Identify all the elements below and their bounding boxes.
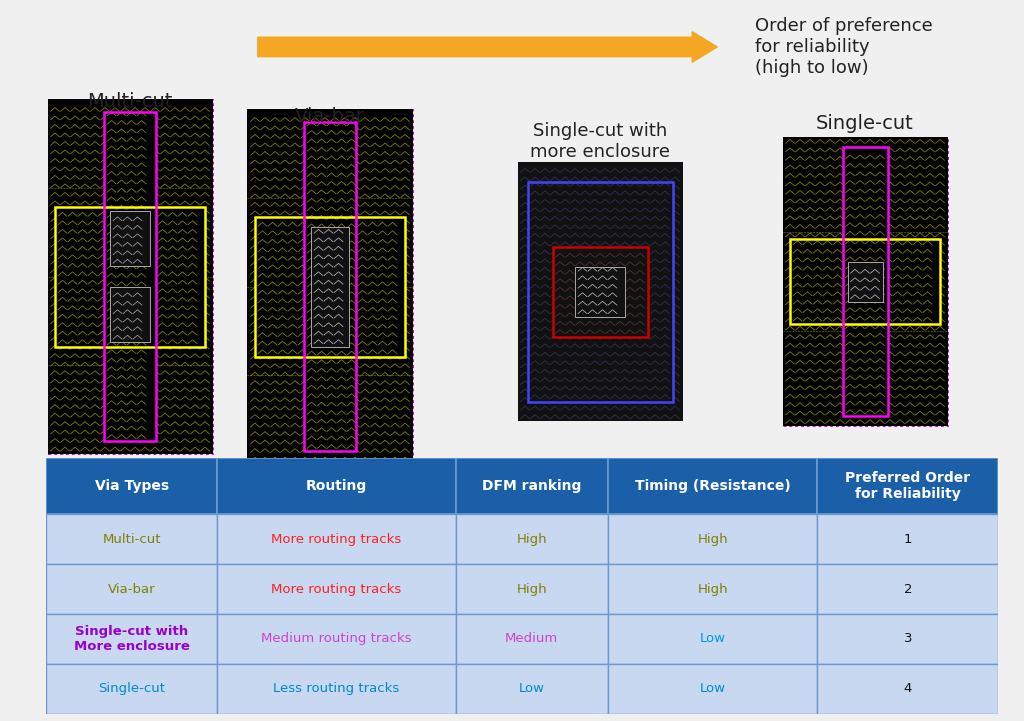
Bar <box>47 99 213 454</box>
Text: Timing (Resistance): Timing (Resistance) <box>635 479 791 493</box>
Text: Low: Low <box>699 682 726 695</box>
Text: Low: Low <box>699 632 726 645</box>
Bar <box>104 112 156 441</box>
Bar <box>575 267 625 317</box>
Bar <box>608 514 817 564</box>
Bar <box>46 458 217 514</box>
Bar <box>46 664 217 714</box>
Bar <box>790 239 940 324</box>
Bar <box>248 110 413 464</box>
Bar <box>848 262 883 301</box>
Bar <box>790 239 940 324</box>
Text: Preferred Order
for Reliability: Preferred Order for Reliability <box>846 471 971 501</box>
Bar <box>608 664 817 714</box>
Bar <box>843 147 888 417</box>
Bar <box>47 99 213 454</box>
Bar <box>817 664 998 714</box>
Bar <box>848 262 883 301</box>
Bar <box>517 162 683 422</box>
Bar <box>304 122 356 451</box>
Bar <box>456 614 608 664</box>
Bar <box>110 211 150 266</box>
Bar <box>217 458 456 514</box>
Bar <box>817 514 998 564</box>
Bar <box>517 162 683 422</box>
Text: Routing: Routing <box>306 479 368 493</box>
Text: High: High <box>697 583 728 596</box>
Bar <box>110 287 150 342</box>
Text: Medium routing tracks: Medium routing tracks <box>261 632 412 645</box>
Text: Single-cut: Single-cut <box>98 682 165 695</box>
Bar <box>304 122 356 451</box>
Bar <box>255 217 406 357</box>
Bar <box>456 458 608 514</box>
Bar <box>527 182 673 402</box>
Text: More routing tracks: More routing tracks <box>271 583 401 596</box>
Bar <box>248 110 413 464</box>
Bar <box>553 247 647 337</box>
Bar <box>456 514 608 564</box>
Bar <box>782 137 947 427</box>
Bar <box>311 226 349 347</box>
Text: Single-cut with
more enclosure: Single-cut with more enclosure <box>530 122 670 161</box>
Text: Less routing tracks: Less routing tracks <box>273 682 399 695</box>
Text: High: High <box>697 533 728 546</box>
Text: 1: 1 <box>903 533 912 546</box>
Text: Via Types: Via Types <box>95 479 169 493</box>
Text: DFM ranking: DFM ranking <box>482 479 582 493</box>
Bar <box>110 211 150 266</box>
Bar <box>217 664 456 714</box>
FancyArrowPatch shape <box>258 32 717 62</box>
Text: Via-bar: Via-bar <box>295 107 365 126</box>
Bar <box>55 207 205 347</box>
Text: Order of preference
for reliability
(high to low): Order of preference for reliability (hig… <box>755 17 933 76</box>
Bar <box>608 614 817 664</box>
Text: 4: 4 <box>904 682 912 695</box>
Bar <box>217 564 456 614</box>
Bar <box>55 207 205 347</box>
Bar <box>817 614 998 664</box>
Text: Multi-cut: Multi-cut <box>87 92 173 111</box>
Text: Single-cut: Single-cut <box>816 114 913 133</box>
Bar <box>46 614 217 664</box>
Bar <box>817 458 998 514</box>
Bar <box>110 287 150 342</box>
Text: Multi-cut: Multi-cut <box>102 533 161 546</box>
Text: 3: 3 <box>903 632 912 645</box>
Text: 2: 2 <box>903 583 912 596</box>
Bar <box>527 182 673 402</box>
Bar <box>104 112 156 441</box>
Bar <box>311 226 349 347</box>
Bar <box>46 564 217 614</box>
Bar <box>46 514 217 564</box>
Text: High: High <box>516 583 547 596</box>
Bar <box>217 614 456 664</box>
Text: Medium: Medium <box>505 632 558 645</box>
Bar <box>456 564 608 614</box>
Text: Low: Low <box>519 682 545 695</box>
Text: Via-bar: Via-bar <box>108 583 156 596</box>
Bar <box>817 564 998 614</box>
Bar <box>217 514 456 564</box>
Bar <box>608 458 817 514</box>
Bar <box>575 267 625 317</box>
Text: High: High <box>516 533 547 546</box>
Text: Single-cut with
More enclosure: Single-cut with More enclosure <box>74 625 189 653</box>
Bar <box>456 664 608 714</box>
Bar <box>782 137 947 427</box>
Bar <box>255 217 406 357</box>
Bar <box>553 247 647 337</box>
Text: More routing tracks: More routing tracks <box>271 533 401 546</box>
Bar <box>608 564 817 614</box>
Bar <box>843 147 888 417</box>
